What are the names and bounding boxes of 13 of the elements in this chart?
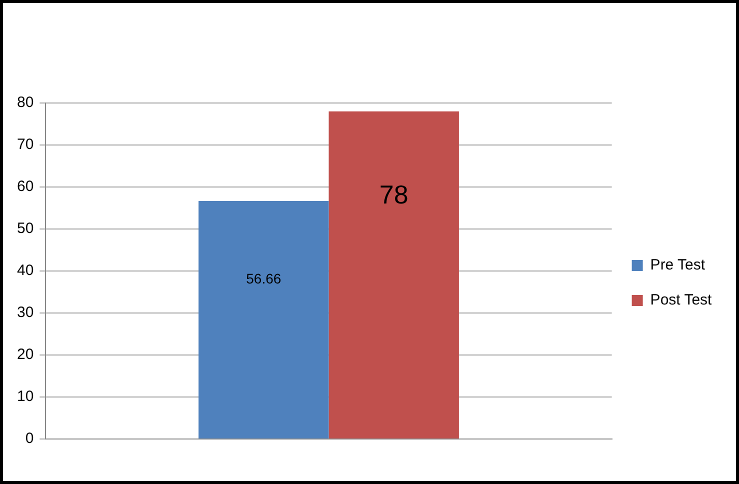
y-tick-label: 50 [16, 220, 34, 238]
y-tick-label: 20 [16, 346, 34, 364]
y-tick-label: 70 [16, 136, 34, 154]
y-tick-label: 60 [16, 178, 34, 196]
data-label: 56.66 [246, 270, 282, 286]
y-tick-label: 80 [16, 94, 34, 112]
y-tick-label: 10 [16, 388, 34, 406]
y-tick-label: 40 [16, 262, 34, 280]
legend-label: Pre Test [650, 256, 706, 274]
data-label: 78 [379, 180, 408, 210]
y-tick-label: 0 [25, 430, 34, 448]
legend-label: Post Test [650, 292, 713, 309]
y-tick-label: 30 [16, 304, 34, 322]
